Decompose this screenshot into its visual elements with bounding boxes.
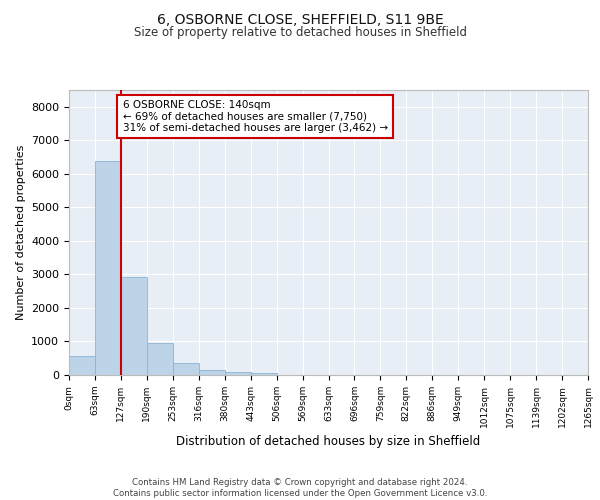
Bar: [173, 363, 199, 375]
Text: 6 OSBORNE CLOSE: 140sqm
← 69% of detached houses are smaller (7,750)
31% of semi: 6 OSBORNE CLOSE: 140sqm ← 69% of detache…: [122, 100, 388, 134]
Bar: [121, 277, 147, 375]
Y-axis label: Number of detached properties: Number of detached properties: [16, 145, 26, 320]
Text: 6, OSBORNE CLOSE, SHEFFIELD, S11 9BE: 6, OSBORNE CLOSE, SHEFFIELD, S11 9BE: [157, 12, 443, 26]
Bar: [251, 373, 277, 375]
Text: Contains HM Land Registry data © Crown copyright and database right 2024.
Contai: Contains HM Land Registry data © Crown c…: [113, 478, 487, 498]
Bar: [199, 370, 224, 375]
Bar: [95, 161, 121, 375]
Bar: [147, 343, 173, 375]
X-axis label: Distribution of detached houses by size in Sheffield: Distribution of detached houses by size …: [176, 435, 481, 448]
Bar: [224, 372, 251, 375]
Text: Size of property relative to detached houses in Sheffield: Size of property relative to detached ho…: [133, 26, 467, 39]
Bar: [69, 356, 95, 375]
